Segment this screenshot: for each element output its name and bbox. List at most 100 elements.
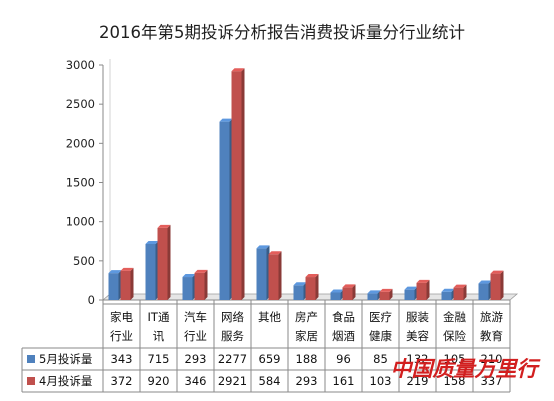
category-label: 汽车 bbox=[184, 310, 207, 324]
bar-may bbox=[182, 274, 196, 300]
y-tick-label: 1000 bbox=[66, 215, 95, 229]
bar-april bbox=[194, 269, 208, 300]
bar-top bbox=[367, 290, 381, 294]
bar-may bbox=[478, 280, 492, 300]
category-label: 烟酒 bbox=[332, 329, 355, 343]
bar-front bbox=[305, 277, 316, 300]
bar-side bbox=[315, 274, 319, 300]
bar-front bbox=[453, 287, 464, 300]
data-label: 96 bbox=[336, 352, 351, 366]
data-label: 161 bbox=[333, 374, 355, 388]
category-label: 食品 bbox=[332, 310, 355, 324]
data-label: 85 bbox=[373, 352, 388, 366]
legend-label: 4月投诉量 bbox=[39, 374, 92, 388]
bar-top bbox=[478, 280, 492, 284]
category-label: 行业 bbox=[110, 329, 133, 343]
data-label: 132 bbox=[407, 352, 429, 366]
bar-side bbox=[167, 224, 171, 300]
data-label: 2277 bbox=[218, 352, 247, 366]
bar-front bbox=[367, 293, 378, 300]
bar-front bbox=[145, 243, 156, 300]
data-label: 337 bbox=[481, 374, 503, 388]
data-label: 715 bbox=[148, 352, 170, 366]
bar-front bbox=[231, 71, 242, 301]
category-label: 服务 bbox=[221, 329, 244, 343]
data-label: 293 bbox=[185, 352, 207, 366]
bar-top bbox=[256, 245, 270, 249]
bar-side bbox=[500, 270, 504, 300]
bar-front bbox=[441, 291, 452, 300]
y-tick-label: 2000 bbox=[66, 136, 95, 150]
bar-may bbox=[108, 270, 122, 300]
bar-top bbox=[194, 269, 208, 273]
category-label: 房产 bbox=[295, 310, 318, 324]
data-label: 188 bbox=[296, 352, 318, 366]
bar-top bbox=[219, 118, 233, 122]
data-label: 346 bbox=[185, 374, 207, 388]
category-label: 旅游 bbox=[480, 310, 503, 324]
chart-title: 2016年第5期投诉分析报告消费投诉量分行业统计 bbox=[99, 23, 465, 42]
bar-may bbox=[367, 290, 381, 300]
bar-top bbox=[453, 284, 467, 288]
bar-top bbox=[293, 282, 307, 286]
category-label: 服装 bbox=[406, 310, 429, 324]
category-label: 网络 bbox=[221, 310, 244, 324]
category-label: 教育 bbox=[480, 329, 503, 343]
legend-label: 5月投诉量 bbox=[39, 352, 92, 366]
bar-april bbox=[453, 284, 467, 300]
bar-may bbox=[293, 282, 307, 300]
bar-front bbox=[330, 292, 341, 300]
bar-side bbox=[426, 279, 430, 300]
legend-swatch bbox=[27, 355, 35, 363]
bar-front bbox=[120, 270, 131, 300]
bar-front bbox=[219, 121, 230, 300]
legend-swatch bbox=[27, 377, 35, 385]
data-label: 103 bbox=[370, 374, 392, 388]
watermark-logo: 中国质量万里行 bbox=[391, 356, 542, 381]
data-label: 372 bbox=[111, 374, 133, 388]
bar-may bbox=[330, 289, 344, 300]
bar-top bbox=[120, 267, 134, 271]
data-label: 659 bbox=[259, 352, 281, 366]
bar-top bbox=[330, 289, 344, 293]
y-tick-label: 3000 bbox=[66, 58, 95, 72]
bar-top bbox=[490, 270, 504, 274]
bar-top bbox=[182, 274, 196, 278]
bar-front bbox=[182, 277, 193, 300]
bar-side bbox=[130, 267, 134, 300]
bar-top bbox=[157, 224, 171, 228]
bar-top bbox=[268, 251, 282, 255]
bar-front bbox=[478, 283, 489, 300]
category-label: 行业 bbox=[184, 329, 207, 343]
category-label: 美容 bbox=[406, 329, 429, 343]
bar-side bbox=[241, 68, 245, 301]
bar-front bbox=[342, 287, 353, 300]
data-label: 584 bbox=[259, 374, 281, 388]
bar-front bbox=[157, 227, 168, 300]
bar-side bbox=[463, 284, 467, 300]
bar-top bbox=[231, 68, 245, 72]
category-label: 家居 bbox=[295, 329, 318, 343]
bar-side bbox=[278, 251, 282, 300]
bar-side bbox=[389, 288, 393, 300]
data-label: 105 bbox=[444, 352, 466, 366]
bar-front bbox=[268, 254, 279, 300]
data-label: 158 bbox=[444, 374, 466, 388]
bar-front bbox=[404, 289, 415, 300]
data-label: 293 bbox=[296, 374, 318, 388]
bar-front bbox=[108, 273, 119, 300]
bar-april bbox=[268, 251, 282, 300]
bar-front bbox=[379, 291, 390, 300]
data-label: 219 bbox=[407, 374, 429, 388]
bar-april bbox=[490, 270, 504, 300]
bar-april bbox=[231, 68, 245, 301]
bar-april bbox=[120, 267, 134, 300]
y-tick-label: 1500 bbox=[66, 176, 95, 190]
bar-side bbox=[204, 269, 208, 300]
category-label: 保险 bbox=[443, 329, 466, 343]
category-label: 其他 bbox=[258, 310, 281, 324]
category-label: IT通 bbox=[148, 310, 170, 324]
bar-top bbox=[108, 270, 122, 274]
